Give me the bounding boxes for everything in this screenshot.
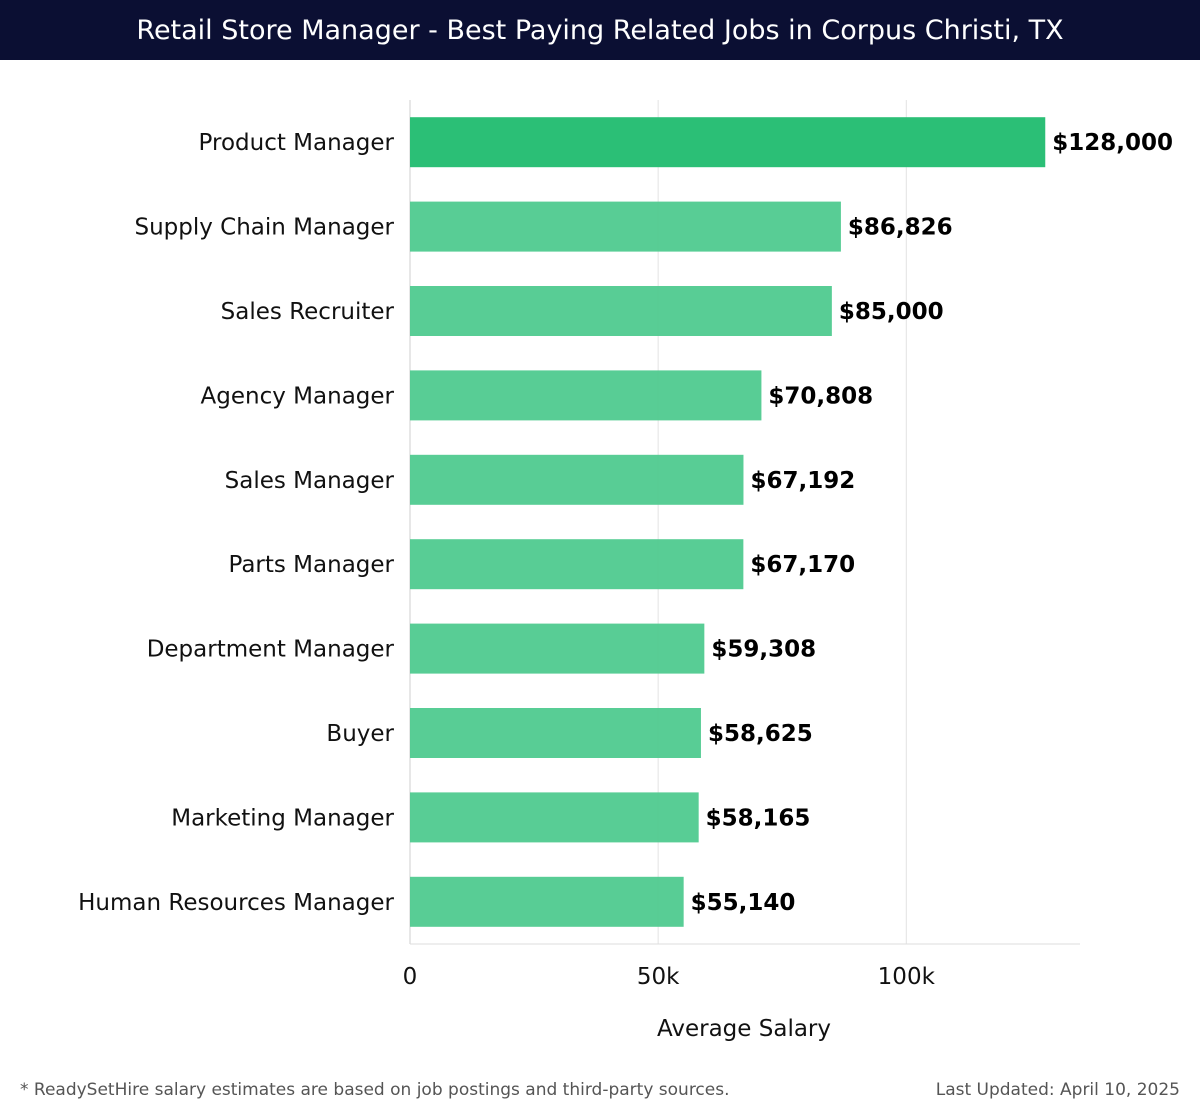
footer-note: * ReadySetHire salary estimates are base… [20,1080,730,1100]
category-label: Parts Manager [228,552,394,578]
category-label: Supply Chain Manager [134,215,394,241]
data-label: $85,000 [839,299,944,325]
last-updated: Last Updated: April 10, 2025 [935,1080,1180,1100]
bar [410,539,744,590]
bar [410,370,762,421]
chart-title: Retail Store Manager - Best Paying Relat… [136,14,1064,46]
data-label: $55,140 [691,890,796,916]
x-tick-label: 0 [403,964,418,990]
data-label: $59,308 [711,637,816,663]
bars [410,117,1046,927]
x-axis-title: Average Salary [657,1016,831,1042]
data-label: $70,808 [768,383,873,409]
category-label: Sales Recruiter [221,299,395,325]
category-label: Marketing Manager [171,805,394,831]
x-tick-label: 50k [637,964,680,990]
bar [410,708,701,758]
data-label: $58,625 [708,721,813,747]
chart-header: Retail Store Manager - Best Paying Relat… [0,0,1200,60]
category-label: Department Manager [147,637,395,663]
bar-chart: Product Manager $128,000 Supply Chain Mana… [78,100,1173,1042]
category-label: Product Manager [199,130,395,156]
data-label: $86,826 [848,215,953,241]
category-label: Human Resources Manager [78,890,394,916]
category-label: Buyer [326,721,394,747]
x-tick-label: 100k [878,964,936,990]
bar [410,792,699,843]
bar [410,117,1046,168]
bar [410,286,832,336]
category-label: Sales Manager [225,468,395,494]
bar [410,623,705,674]
data-label: $58,165 [706,805,811,831]
bar [410,876,684,927]
bar [410,454,744,505]
labels: Product Manager $128,000 Supply Chain Mana… [78,130,1173,916]
x-axis: 0 50k 100k [403,943,1080,990]
data-label: $128,000 [1052,130,1173,156]
bar [410,201,841,252]
category-label: Agency Manager [201,383,395,409]
data-label: $67,170 [750,552,855,578]
data-label: $67,192 [750,468,855,494]
